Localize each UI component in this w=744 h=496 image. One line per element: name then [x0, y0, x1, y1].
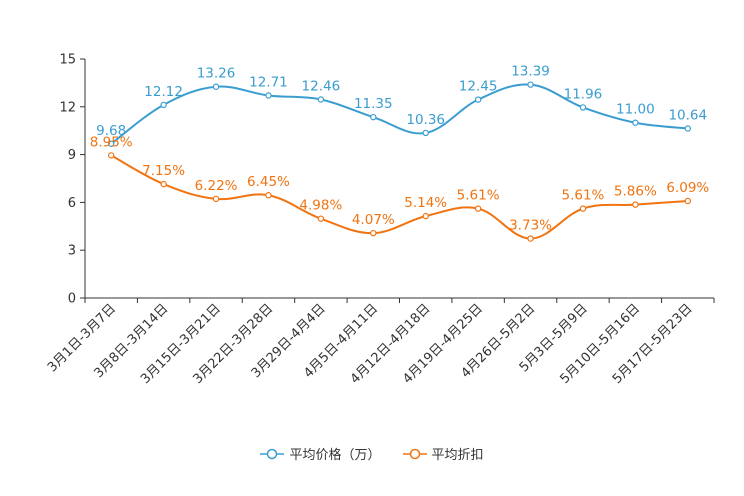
series-0-label-3: 12.71 [249, 74, 288, 90]
series-0-point-0 [108, 140, 115, 147]
series-1-label-7: 5.61% [457, 188, 500, 204]
series-1-point-8 [527, 235, 534, 242]
series-1-point-6 [422, 212, 429, 220]
series-1-label-5: 4.07% [352, 212, 395, 228]
series-0-point-11 [684, 125, 691, 132]
legend-label-price: 平均价格（万） [289, 448, 381, 463]
series-0-point-8 [527, 81, 534, 88]
series-1-label-11: 6.09% [666, 180, 709, 196]
legend-item-discount[interactable]: 平均折扣 [402, 444, 484, 463]
series-0-label-0: 9.68 [96, 123, 126, 139]
y-tick-label-0: 0 [68, 292, 76, 307]
series-1-point-11 [684, 197, 691, 205]
series-0-label-4: 12.46 [302, 78, 341, 94]
series-0-point-9 [579, 104, 587, 111]
series-1-point-0 [108, 152, 115, 159]
series-0-label-2: 13.26 [197, 66, 236, 82]
series-1-label-10: 5.86% [614, 184, 657, 200]
series-1-point-2 [212, 195, 220, 203]
series-1-label-3: 6.45% [247, 174, 290, 190]
legend-label-discount: 平均折扣 [431, 448, 484, 463]
series-0-point-7 [474, 96, 482, 103]
series-0-label-5: 11.35 [354, 96, 393, 112]
legend-marker-price [260, 448, 285, 459]
series-0-point-3 [265, 92, 272, 99]
series-1-point-4 [317, 215, 325, 222]
series-0-label-9: 11.96 [564, 86, 603, 102]
series-1-point-7 [474, 205, 482, 212]
y-tick-label-3: 9 [68, 148, 76, 163]
series-1-label-9: 5.61% [562, 188, 605, 204]
series-0-point-1 [160, 101, 167, 109]
series-0-point-10 [632, 119, 639, 126]
legend-marker-discount [402, 448, 427, 459]
series-1-label-8: 3.73% [509, 218, 552, 234]
line-chart: 036912153月1日-3月7日3月8日-3月14日3月15日-3月21日3月… [45, 53, 715, 387]
series-0-point-4 [317, 96, 325, 103]
series-1-point-9 [579, 205, 587, 212]
series-1-label-6: 5.14% [404, 195, 447, 211]
legend-item-price[interactable]: 平均价格（万） [260, 444, 381, 463]
series-0-label-1: 12.12 [144, 84, 183, 100]
series-0-point-5 [370, 113, 377, 121]
series-1-label-0: 8.95% [90, 134, 133, 150]
series-1-point-5 [370, 229, 377, 237]
y-tick-label-2: 6 [68, 196, 76, 211]
series-1-label-2: 6.22% [195, 178, 238, 194]
y-tick-label-5: 15 [59, 53, 76, 68]
y-tick-label-4: 12 [59, 100, 76, 115]
series-0-label-10: 11.00 [616, 102, 655, 118]
series-0-label-7: 12.45 [459, 79, 498, 95]
series-0-label-6: 10.36 [406, 112, 445, 128]
series-1-point-1 [160, 180, 167, 188]
series-1-point-3 [265, 192, 272, 199]
y-tick-label-1: 3 [68, 244, 76, 259]
series-0-point-2 [212, 83, 220, 90]
series-1-point-10 [632, 201, 639, 208]
series-1-label-4: 4.98% [299, 198, 342, 214]
legend: 平均价格（万） 平均折扣 [0, 444, 744, 463]
series-0-label-11: 10.64 [668, 107, 707, 123]
series-1-label-1: 7.15% [142, 163, 185, 179]
series-0-point-6 [422, 129, 429, 137]
series-0-label-8: 13.39 [511, 64, 550, 80]
